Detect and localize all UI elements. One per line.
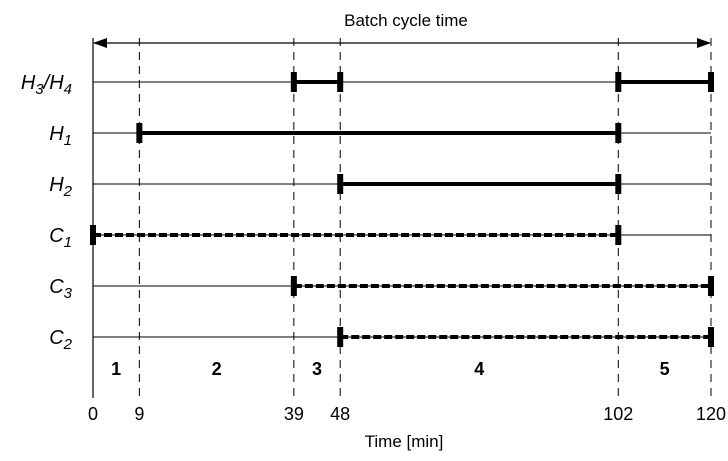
activity-endcap [337, 72, 344, 92]
x-tick-label: 9 [134, 404, 144, 424]
row-h3-h4: H3/H4 [21, 72, 714, 98]
x-tick-label: 102 [603, 404, 633, 424]
x-axis-title: Time [min] [365, 432, 444, 451]
activity-endcap [90, 225, 96, 245]
interval-labels: 1 2 3 4 5 [111, 359, 669, 379]
row-c2: C2 [49, 327, 714, 353]
x-tick-label: 0 [88, 404, 98, 424]
activity-endcap [337, 174, 344, 194]
row-label: H2 [49, 174, 72, 200]
row-h2: H2 [49, 174, 711, 200]
row-label: C2 [49, 327, 72, 353]
activity-endcap [290, 276, 297, 296]
row-c3: C3 [49, 276, 714, 302]
cycle-time-header: Batch cycle time [93, 11, 711, 48]
row-c1: C1 [49, 225, 711, 251]
activity-endcap [708, 276, 714, 296]
interval-label-2: 2 [212, 359, 222, 379]
activity-endcap [615, 123, 622, 143]
x-tick-label: 48 [330, 404, 350, 424]
x-tick-label: 39 [284, 404, 304, 424]
row-label: H1 [49, 123, 72, 149]
stream-rows: H3/H4 H1 H2 C1 C3 C2 [21, 72, 714, 353]
interval-label-5: 5 [660, 359, 670, 379]
row-h1: H1 [49, 123, 711, 149]
activity-endcap [615, 72, 622, 92]
activity-endcap [708, 327, 714, 347]
interval-label-1: 1 [111, 359, 121, 379]
row-label: C1 [49, 225, 72, 251]
activity-endcap [337, 327, 344, 347]
activity-endcap [290, 72, 297, 92]
x-tick-labels: 0 9 39 48 102 120 [88, 404, 726, 424]
x-tick-label: 120 [696, 404, 726, 424]
row-label: H3/H4 [21, 72, 72, 98]
interval-label-3: 3 [312, 359, 322, 379]
interval-label-4: 4 [474, 359, 484, 379]
row-label: C3 [49, 276, 72, 302]
chart-title: Batch cycle time [344, 11, 468, 30]
activity-endcap [615, 225, 622, 245]
activity-endcap [615, 174, 622, 194]
activity-endcap [708, 72, 714, 92]
activity-endcap [136, 123, 143, 143]
